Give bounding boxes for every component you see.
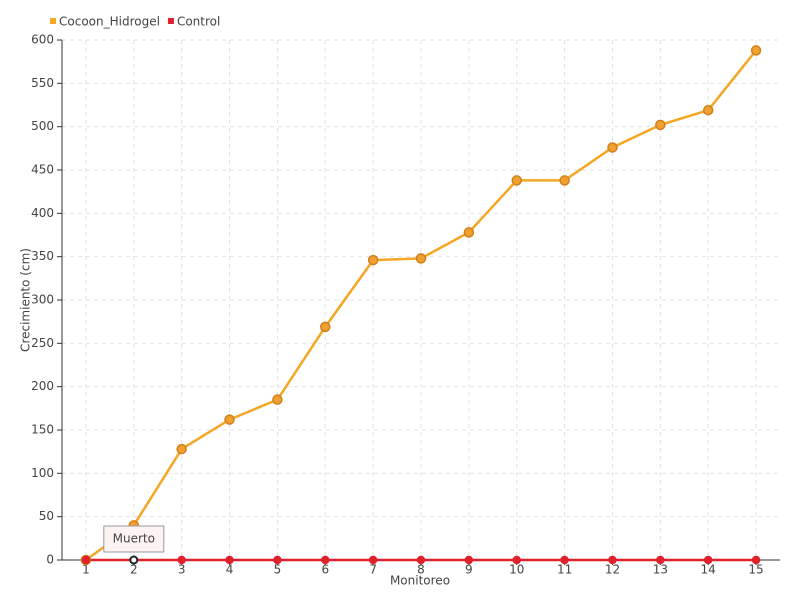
data-point <box>177 555 186 565</box>
x-tick-label: 11 <box>557 563 572 577</box>
data-point <box>656 555 665 565</box>
y-tick-label: 500 <box>31 119 54 133</box>
data-point <box>512 555 521 565</box>
y-tick-label: 450 <box>31 163 54 177</box>
y-tick-label: 550 <box>31 76 54 90</box>
x-tick-label: 14 <box>701 563 716 577</box>
data-point <box>225 555 234 565</box>
x-tick-label: 6 <box>321 563 329 577</box>
data-point <box>273 555 282 565</box>
x-tick-label: 13 <box>653 563 668 577</box>
data-point <box>655 119 666 131</box>
x-tick-label: 3 <box>178 563 186 577</box>
data-point <box>415 253 427 264</box>
data-point <box>702 104 714 116</box>
data-point <box>81 555 91 565</box>
data-point <box>608 555 617 565</box>
x-tick-label: 2 <box>130 563 138 577</box>
x-tick-label: 5 <box>274 563 282 577</box>
data-point <box>559 175 570 186</box>
y-tick-label: 400 <box>31 206 54 220</box>
data-point <box>321 555 330 565</box>
y-tick-label: 200 <box>31 379 54 393</box>
y-tick-label: 0 <box>46 553 54 567</box>
data-point <box>751 555 761 565</box>
y-tick-label: 100 <box>31 466 54 480</box>
x-tick-label: 15 <box>748 563 763 577</box>
data-point <box>703 555 713 565</box>
x-axis-label: Monitoreo <box>390 574 450 588</box>
y-axis-label: Crecimiento (cm) <box>19 248 33 352</box>
data-point <box>750 45 762 56</box>
data-point <box>511 175 522 186</box>
x-tick-label: 12 <box>605 563 620 577</box>
data-point <box>129 555 139 565</box>
x-tick-label: 4 <box>226 563 234 577</box>
data-point <box>367 254 379 266</box>
y-tick-label: 150 <box>31 423 54 437</box>
legend-label: Cocoon_Hidrogel <box>59 15 160 29</box>
data-point <box>368 555 378 565</box>
data-point <box>607 142 618 153</box>
y-tick-label: 50 <box>39 509 54 523</box>
data-point <box>272 394 283 405</box>
legend-label: Control <box>177 15 220 29</box>
annotation: Muerto <box>113 532 155 546</box>
x-tick-label: 7 <box>369 563 377 577</box>
data-point <box>464 555 474 565</box>
y-tick-label: 600 <box>31 33 54 47</box>
legend-swatch <box>167 18 174 24</box>
data-point <box>224 414 235 425</box>
tooltip-box <box>103 525 165 553</box>
data-point <box>416 555 426 565</box>
data-point <box>463 227 475 238</box>
x-tick-label: 8 <box>417 563 425 577</box>
legend-swatch <box>50 18 56 24</box>
data-point <box>320 321 331 333</box>
x-tick-label: 10 <box>509 563 524 577</box>
y-tick-label: 300 <box>31 293 54 307</box>
data-point <box>176 443 187 455</box>
y-tick-label: 250 <box>31 336 54 350</box>
x-tick-label: 1 <box>82 563 90 577</box>
x-tick-label: 9 <box>465 563 473 577</box>
data-point <box>560 555 569 565</box>
y-tick-label: 350 <box>31 249 54 263</box>
